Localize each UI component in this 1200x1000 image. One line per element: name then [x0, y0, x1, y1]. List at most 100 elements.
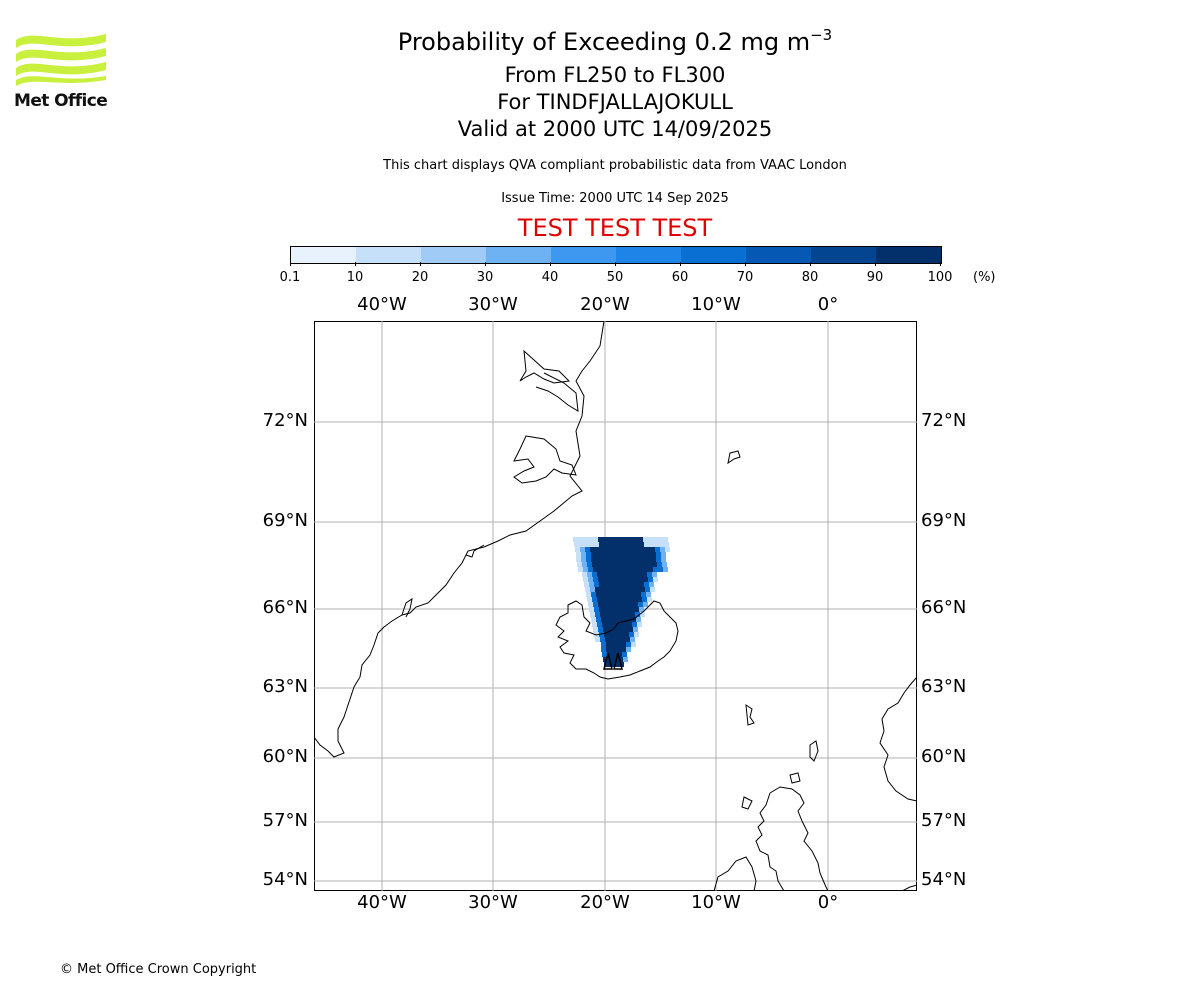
plume-cell: [613, 567, 618, 572]
plume-cell: [602, 572, 607, 577]
plume-cell: [608, 602, 613, 607]
plume-cell: [627, 597, 632, 602]
plume-cell: [634, 582, 639, 587]
plume-cell: [628, 567, 633, 572]
plume-cell: [647, 562, 652, 567]
plume-cell: [606, 557, 611, 562]
plume-cell: [585, 547, 590, 552]
chart-description: This chart displays QVA compliant probab…: [383, 158, 847, 173]
plume-cell: [631, 552, 636, 557]
plume-cell: [652, 562, 657, 567]
plume-cell: [597, 572, 602, 577]
plume-cell: [605, 587, 610, 592]
plume-cell: [602, 652, 607, 657]
lon-label-top: 40°W: [357, 294, 407, 315]
plume-cell: [639, 582, 644, 587]
plume-cell: [615, 612, 620, 617]
plume-cell: [591, 592, 596, 597]
plume-cell: [661, 552, 666, 557]
plume-cell: [603, 567, 608, 572]
plume-cell: [635, 547, 640, 552]
colorbar-label: 30: [476, 270, 494, 285]
colorbar-label: 20: [411, 270, 429, 285]
plume-cell: [619, 607, 624, 612]
plume-cell: [633, 577, 638, 582]
plume-cell: [617, 562, 622, 567]
plume-cell: [613, 577, 618, 582]
lat-label-left: 54°N: [262, 869, 308, 890]
plume-cell: [603, 657, 608, 662]
plume-cell: [615, 587, 620, 592]
plume-cell: [622, 652, 627, 657]
plume-cell: [598, 627, 603, 632]
plume-cell: [615, 637, 620, 642]
lat-label-left: 72°N: [262, 410, 308, 431]
plume-cell: [587, 597, 592, 602]
plume-cell: [619, 542, 624, 547]
colorbar-tick: [615, 262, 616, 266]
plume-cell: [617, 597, 622, 602]
plume-cell: [642, 562, 647, 567]
plume-cell: [621, 592, 626, 597]
plume-cell: [625, 612, 630, 617]
plume-cell: [612, 572, 617, 577]
plume-cell: [600, 612, 605, 617]
colorbar-label: 10: [346, 270, 364, 285]
plume-cell: [600, 547, 605, 552]
plume-cell: [652, 572, 657, 577]
plume-cell: [648, 567, 653, 572]
plume-cell: [616, 592, 621, 597]
plume-cell: [636, 617, 641, 622]
plume-cell: [603, 577, 608, 582]
plume-cell: [612, 622, 617, 627]
valid-time: Valid at 2000 UTC 14/09/2025: [457, 117, 773, 141]
colorbar-label: 60: [671, 270, 689, 285]
plume-cell: [604, 632, 609, 637]
plume-cell: [657, 562, 662, 567]
plume-cell: [629, 607, 634, 612]
plume-cell: [589, 582, 594, 587]
colorbar-tick: [875, 262, 876, 266]
plume-cell: [608, 567, 613, 572]
plume-cell: [576, 552, 581, 557]
plume-cell: [601, 557, 606, 562]
plume-cell: [622, 572, 627, 577]
plume-cell: [646, 557, 651, 562]
plume-cell: [632, 597, 637, 602]
plume-cell: [599, 607, 604, 612]
plume-cell: [628, 602, 633, 607]
plume-cell: [578, 537, 583, 542]
plume-cell: [595, 612, 600, 617]
plume-cell: [596, 552, 601, 557]
plume-cell: [614, 662, 619, 667]
colorbar-tick: [550, 262, 551, 266]
colorbar-tick: [680, 262, 681, 266]
plume-cell: [586, 592, 591, 597]
lon-label-bottom: 10°W: [691, 892, 741, 913]
plume-cell: [613, 602, 618, 607]
plume-cell: [611, 552, 616, 557]
plume-cell: [624, 582, 629, 587]
plume-cell: [595, 547, 600, 552]
plume-cell: [643, 602, 648, 607]
plume-cell: [637, 622, 642, 627]
plume-cell: [590, 547, 595, 552]
colorbar-tick: [420, 262, 421, 266]
colorbar-segment: [876, 247, 941, 263]
plume-cell: [608, 537, 613, 542]
plume-cell: [616, 557, 621, 562]
colorbar-unit: (%): [973, 270, 996, 285]
plume-cell: [616, 552, 621, 557]
plume-cell: [618, 537, 623, 542]
plume-cell: [575, 547, 580, 552]
plume-cell: [617, 652, 622, 657]
plume-cell: [628, 537, 633, 542]
plume-cell: [588, 567, 593, 572]
plume-cell: [607, 622, 612, 627]
plume-cell: [605, 547, 610, 552]
colorbar-label: 50: [606, 270, 624, 285]
lon-label-bottom: 0°: [817, 892, 839, 913]
plume-cell: [665, 547, 670, 552]
plume-cell: [582, 572, 587, 577]
plume-cell: [625, 587, 630, 592]
